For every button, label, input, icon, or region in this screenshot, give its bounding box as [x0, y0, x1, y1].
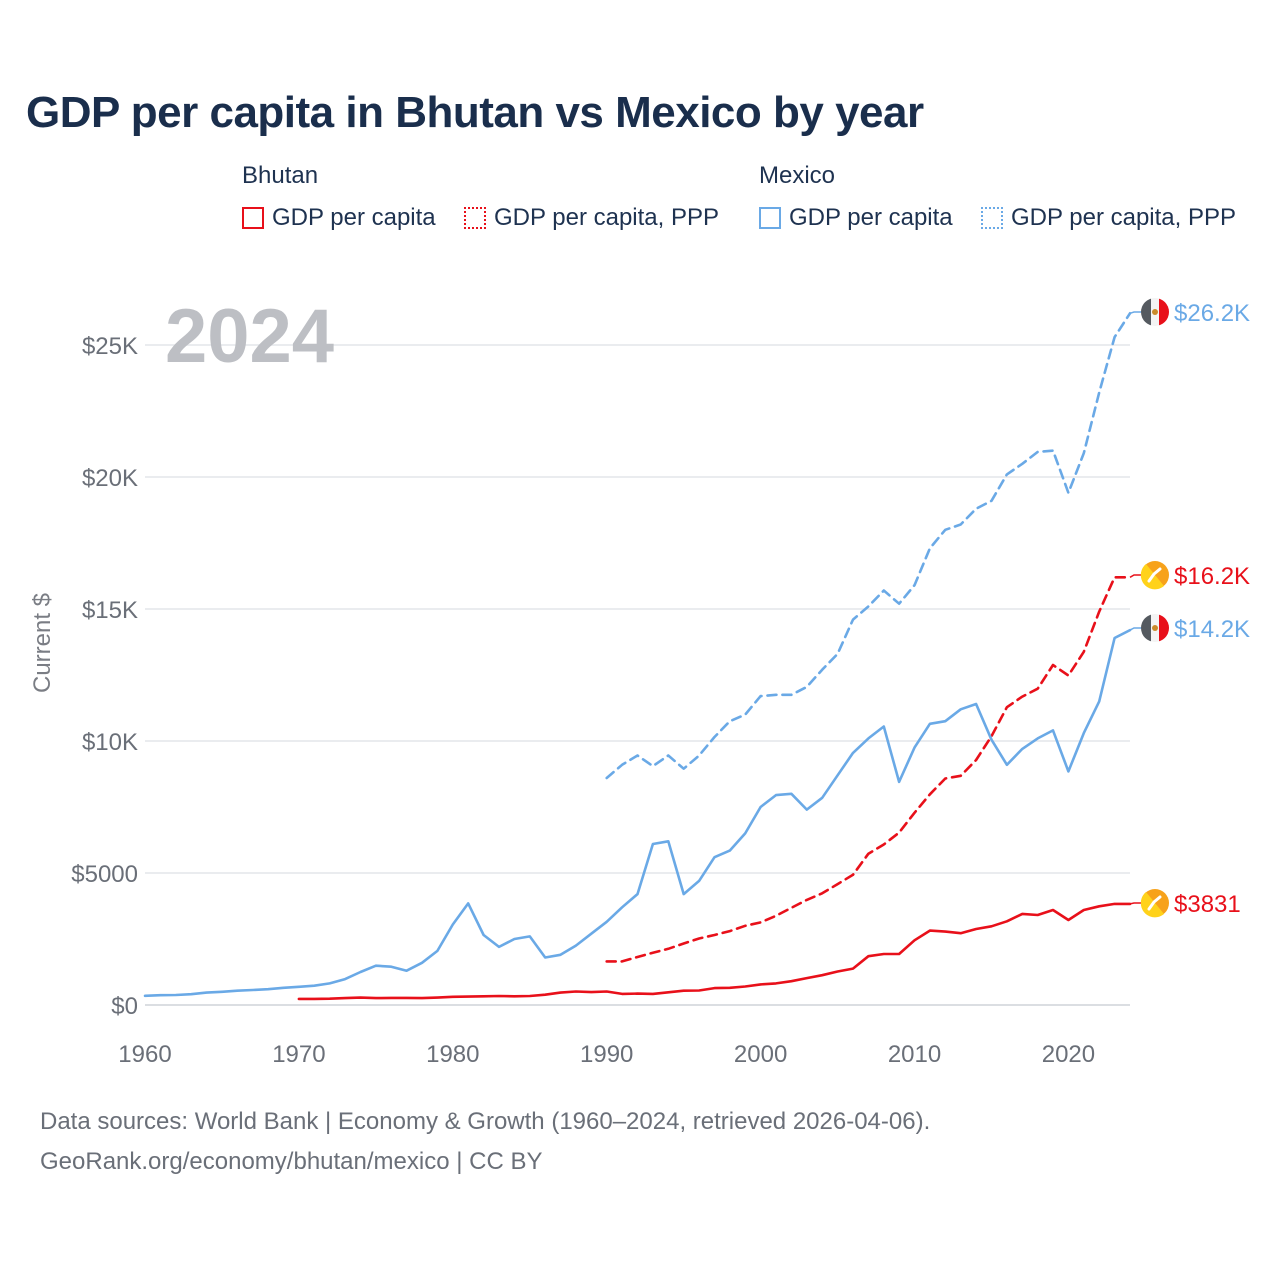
y-axis-title: Current $: [29, 593, 56, 693]
end-value-label: $16.2K: [1174, 563, 1250, 590]
legend-item-mexico-gdp[interactable]: GDP per capita: [759, 204, 953, 232]
legend-label: GDP per capita, PPP: [1011, 204, 1236, 231]
series-line-mexico-gdp-per-capita[interactable]: [143, 628, 1132, 998]
x-tick-label: 1960: [118, 1041, 171, 1068]
y-tick-label: $20K: [82, 465, 138, 492]
legend-label: GDP per capita: [789, 204, 953, 231]
end-label-connector: [1129, 311, 1141, 315]
end-value-label: $26.2K: [1174, 300, 1250, 327]
y-tick-label: $25K: [82, 333, 138, 360]
y-tick-label: $10K: [82, 729, 138, 756]
footer-attribution: GeoRank.org/economy/bhutan/mexico | CC B…: [40, 1148, 543, 1175]
x-tick-label: 2010: [888, 1041, 941, 1068]
mexico-flag-icon: [1141, 298, 1169, 326]
x-tick-label: 1970: [272, 1041, 325, 1068]
end-label-connector: [1129, 627, 1141, 631]
legend-item-bhutan-gdp[interactable]: GDP per capita: [242, 204, 436, 232]
legend-label: GDP per capita, PPP: [494, 204, 719, 231]
y-tick-label: $15K: [82, 597, 138, 624]
x-tick-label: 2000: [734, 1041, 787, 1068]
end-value-label: $14.2K: [1174, 616, 1250, 643]
end-label-connector: [1129, 574, 1141, 578]
legend-item-mexico-gdp-ppp[interactable]: GDP per capita, PPP: [981, 204, 1236, 232]
legend-item-bhutan-gdp-ppp[interactable]: GDP per capita, PPP: [464, 204, 719, 232]
legend-swatch-solid-red: [242, 207, 264, 229]
x-tick-label: 2020: [1042, 1041, 1095, 1068]
series-line-bhutan-gdp-per-capita[interactable]: [297, 902, 1132, 1001]
series-line-mexico-gdp-per-capita-ppp[interactable]: [605, 312, 1132, 780]
bhutan-flag-icon: [1140, 561, 1169, 590]
bhutan-flag-icon: [1140, 889, 1169, 918]
year-watermark: 2024: [165, 294, 334, 379]
mexico-flag-icon: [1141, 614, 1169, 642]
legend-group-mexico: Mexico: [759, 162, 836, 189]
y-tick-label: $0: [111, 993, 138, 1020]
chart-title: GDP per capita in Bhutan vs Mexico by ye…: [26, 88, 924, 137]
legend-swatch-dotted-red: [464, 207, 486, 229]
footer-sources: Data sources: World Bank | Economy & Gro…: [40, 1108, 931, 1135]
x-tick-label: 1990: [580, 1041, 633, 1068]
x-tick-label: 1980: [426, 1041, 479, 1068]
legend-swatch-solid-blue: [759, 207, 781, 229]
legend-group-bhutan: Bhutan: [242, 162, 319, 189]
series-line-bhutan-gdp-per-capita-ppp[interactable]: [605, 576, 1132, 963]
end-value-label: $3831: [1174, 891, 1241, 918]
end-label-connector: [1129, 902, 1141, 905]
legend-label: GDP per capita: [272, 204, 436, 231]
y-tick-label: $5000: [71, 861, 138, 888]
legend-swatch-dotted-blue: [981, 207, 1003, 229]
